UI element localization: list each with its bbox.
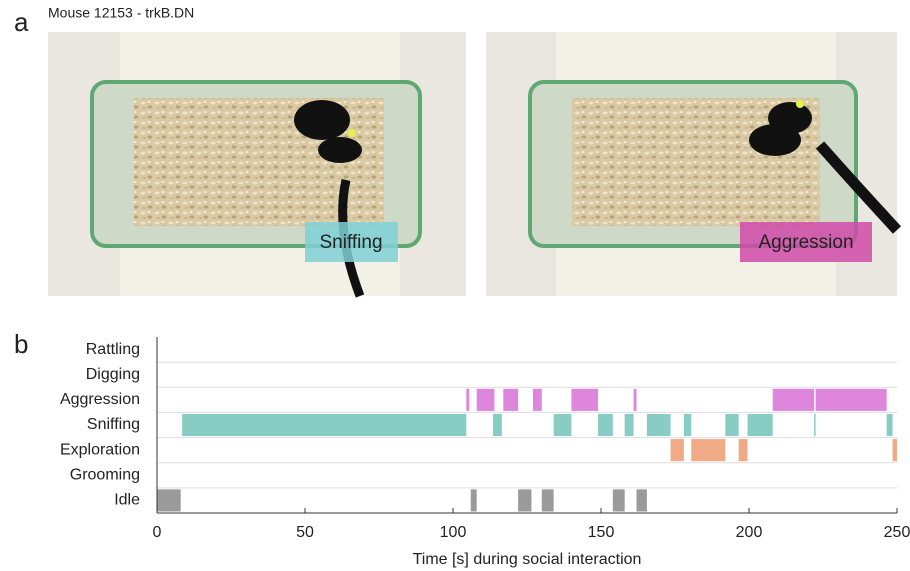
- behavior-bout: [647, 414, 671, 436]
- y-tick-label: Digging: [86, 366, 140, 383]
- behavior-bout: [625, 414, 634, 436]
- behavior-bout: [634, 389, 637, 411]
- behavior-bout: [157, 489, 181, 511]
- behavior-bout: [739, 439, 748, 461]
- y-tick-label: Aggression: [60, 391, 140, 408]
- x-tick-label: 250: [884, 524, 910, 541]
- behavior-bout: [887, 414, 893, 436]
- x-tick-label: 150: [588, 524, 615, 541]
- behavior-bout: [571, 389, 598, 411]
- behavior-bout: [684, 414, 691, 436]
- behavior-bout: [598, 414, 613, 436]
- frame-label: Sniffing: [319, 232, 382, 253]
- y-tick-label: Rattling: [86, 341, 140, 358]
- y-tick-label: Idle: [114, 492, 140, 509]
- behavior-bout: [466, 389, 469, 411]
- x-tick-label: 100: [440, 524, 467, 541]
- frame-label: Aggression: [758, 232, 853, 253]
- y-tick-label: Grooming: [70, 467, 140, 484]
- behavior-bout: [493, 414, 502, 436]
- figure: a Mouse 12153 - trkB.DN Sniffing Aggress…: [0, 0, 910, 571]
- y-tick-label: Sniffing: [87, 416, 140, 433]
- behavior-bout: [773, 389, 814, 411]
- behavior-bout: [893, 439, 897, 461]
- behavior-bout: [613, 489, 625, 511]
- x-tick-label: 0: [153, 524, 162, 541]
- behavior-bout: [671, 439, 684, 461]
- video-frame: Sniffing: [48, 32, 466, 296]
- behavior-bout: [748, 414, 773, 436]
- x-tick-label: 50: [296, 524, 314, 541]
- panel-label: a: [14, 7, 29, 37]
- video-frame: Aggression: [486, 32, 897, 296]
- behavior-bout: [503, 389, 518, 411]
- behavior-bout: [814, 414, 815, 436]
- behavior-bout: [533, 389, 542, 411]
- ethogram: Rattling Digging Aggression Sniffing Explora…: [60, 337, 910, 568]
- page: a Mouse 12153 - trkB.DN Sniffing Aggress…: [0, 0, 910, 571]
- behavior-bout: [637, 489, 647, 511]
- x-tick-label: 200: [736, 524, 763, 541]
- behavior-bout: [542, 489, 554, 511]
- behavior-bout: [725, 414, 738, 436]
- behavior-bout: [471, 489, 477, 511]
- behavior-bout: [816, 389, 887, 411]
- panel-title: Mouse 12153 - trkB.DN: [48, 5, 194, 21]
- panel-label: b: [14, 329, 28, 359]
- behavior-bout: [182, 414, 466, 436]
- x-axis-label: Time [s] during social interaction: [413, 551, 642, 568]
- behavior-bout: [477, 389, 495, 411]
- behavior-bout: [554, 414, 572, 436]
- behavior-bout: [518, 489, 531, 511]
- y-tick-label: Exploration: [60, 441, 140, 458]
- behavior-bout: [691, 439, 725, 461]
